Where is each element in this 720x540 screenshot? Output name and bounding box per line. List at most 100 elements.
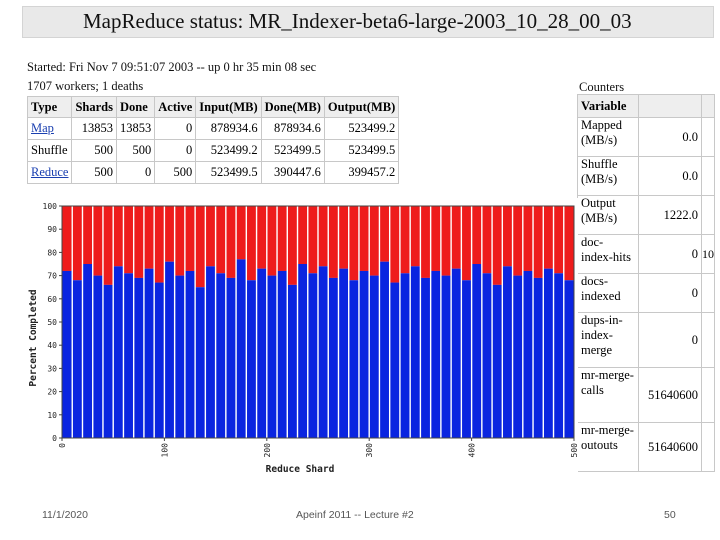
table-row: Map 13853 13853 0 878934.6 878934.6 5234… bbox=[28, 118, 399, 139]
bar-completed bbox=[533, 277, 544, 438]
bar-completed bbox=[328, 277, 339, 438]
bar-completed bbox=[195, 287, 206, 438]
bar-completed bbox=[563, 280, 574, 438]
counter-value: 0.0 bbox=[639, 157, 701, 195]
y-tick-label: 70 bbox=[47, 272, 57, 281]
bar-remaining bbox=[123, 206, 134, 274]
table-cell: 523499.5 bbox=[196, 162, 261, 183]
bar-remaining bbox=[266, 206, 278, 276]
bar-completed bbox=[184, 270, 196, 438]
table-cell: 878934.6 bbox=[261, 118, 324, 139]
counter-name: Output (MB/s) bbox=[578, 196, 638, 234]
table-cell: 500 bbox=[117, 140, 155, 161]
bar-completed bbox=[399, 273, 411, 438]
chart-plot-area bbox=[61, 205, 575, 439]
counter-row: docs-indexed 0 bbox=[578, 274, 714, 312]
bar-remaining bbox=[348, 206, 359, 281]
bar-completed bbox=[123, 273, 134, 438]
bar-remaining bbox=[338, 206, 349, 269]
bar-completed bbox=[358, 270, 370, 438]
job-table-header: Type Shards Done Active Input(MB) Done(M… bbox=[28, 97, 399, 117]
table-cell: 500 bbox=[155, 162, 196, 183]
bar-completed bbox=[102, 284, 114, 438]
bar-remaining bbox=[102, 206, 114, 285]
counter-name: docs-indexed bbox=[578, 274, 638, 312]
counter-row: mr-merge-outouts 51640600 bbox=[578, 423, 714, 471]
bar-completed bbox=[287, 284, 298, 438]
footer-lecture: Apeinf 2011 -- Lecture #2 bbox=[296, 509, 414, 521]
x-axis-title: Reduce Shard bbox=[266, 464, 335, 475]
bar-remaining bbox=[225, 206, 237, 278]
bar-remaining bbox=[533, 206, 544, 278]
bar-remaining bbox=[154, 206, 165, 283]
bar-remaining bbox=[471, 206, 482, 264]
bar-remaining bbox=[236, 206, 247, 260]
bar-completed bbox=[430, 270, 441, 438]
counter-extra bbox=[702, 368, 714, 422]
bar-completed bbox=[461, 280, 472, 438]
y-axis-title: Percent Completed bbox=[28, 289, 39, 387]
footer-date: 11/1/2020 bbox=[42, 509, 88, 521]
y-tick-label: 20 bbox=[47, 388, 57, 397]
bar-completed bbox=[246, 280, 257, 438]
bar-remaining bbox=[205, 206, 216, 267]
table-cell: 13853 bbox=[72, 118, 117, 139]
bar-remaining bbox=[379, 206, 390, 262]
counter-extra bbox=[702, 118, 714, 156]
bar-completed bbox=[348, 280, 359, 438]
reduce-link[interactable]: Reduce bbox=[28, 162, 72, 183]
y-tick-label: 0 bbox=[52, 434, 57, 443]
bar-completed bbox=[553, 273, 564, 438]
status-started: Started: Fri Nov 7 09:51:07 2003 -- up 0… bbox=[27, 60, 317, 74]
bar-completed bbox=[82, 264, 93, 438]
bar-remaining bbox=[492, 206, 503, 285]
counter-value: 0 bbox=[639, 274, 701, 312]
table-cell: 523499.5 bbox=[324, 140, 399, 161]
bar-completed bbox=[307, 273, 318, 438]
counter-extra: 10 bbox=[702, 235, 714, 273]
counters-title: Counters bbox=[579, 80, 625, 94]
bar-remaining bbox=[246, 206, 257, 281]
counter-name: Mapped (MB/s) bbox=[578, 118, 638, 156]
col-active: Active bbox=[155, 97, 196, 117]
bar-completed bbox=[471, 264, 482, 438]
bar-completed bbox=[174, 275, 185, 438]
col-output: Output(MB) bbox=[324, 97, 399, 117]
counter-name: mr-merge-outouts bbox=[578, 423, 638, 471]
bar-remaining bbox=[389, 206, 400, 283]
counter-name: mr-merge-calls bbox=[578, 368, 638, 422]
counter-value: 0.0 bbox=[639, 118, 701, 156]
bar-completed bbox=[451, 268, 462, 438]
bar-remaining bbox=[92, 206, 103, 276]
bar-remaining bbox=[277, 206, 288, 271]
bar-completed bbox=[164, 261, 175, 438]
counter-value: 0 bbox=[639, 313, 701, 367]
table-cell: 390447.6 bbox=[261, 162, 324, 183]
bar-remaining bbox=[174, 206, 185, 276]
col-shards: Shards bbox=[72, 97, 117, 117]
bar-completed bbox=[72, 280, 83, 438]
x-tick-label: 100 bbox=[160, 443, 169, 458]
table-cell: 0 bbox=[117, 162, 155, 183]
map-link[interactable]: Map bbox=[28, 118, 72, 139]
x-tick-label: 300 bbox=[365, 443, 374, 458]
col-done-mb: Done(MB) bbox=[261, 97, 324, 117]
counter-row: Shuffle (MB/s) 0.0 bbox=[578, 157, 714, 195]
bar-completed bbox=[338, 268, 349, 438]
bar-remaining bbox=[522, 206, 534, 271]
x-tick-label: 500 bbox=[570, 443, 578, 458]
footer-page-number: 50 bbox=[664, 509, 676, 521]
table-cell: 523499.2 bbox=[324, 118, 399, 139]
y-tick-label: 60 bbox=[47, 295, 57, 304]
counter-value: 0 bbox=[639, 235, 701, 273]
bar-completed bbox=[522, 270, 534, 438]
bar-remaining bbox=[440, 206, 452, 276]
counter-row: Output (MB/s) 1222.0 bbox=[578, 196, 714, 234]
table-row: Shuffle 500 500 0 523499.2 523499.5 5234… bbox=[28, 140, 399, 161]
bar-completed bbox=[143, 268, 155, 438]
bar-remaining bbox=[195, 206, 206, 288]
bar-remaining bbox=[543, 206, 554, 269]
bar-completed bbox=[440, 275, 452, 438]
bar-completed bbox=[410, 266, 421, 438]
title-banner: MapReduce status: MR_Indexer-beta6-large… bbox=[22, 6, 714, 38]
